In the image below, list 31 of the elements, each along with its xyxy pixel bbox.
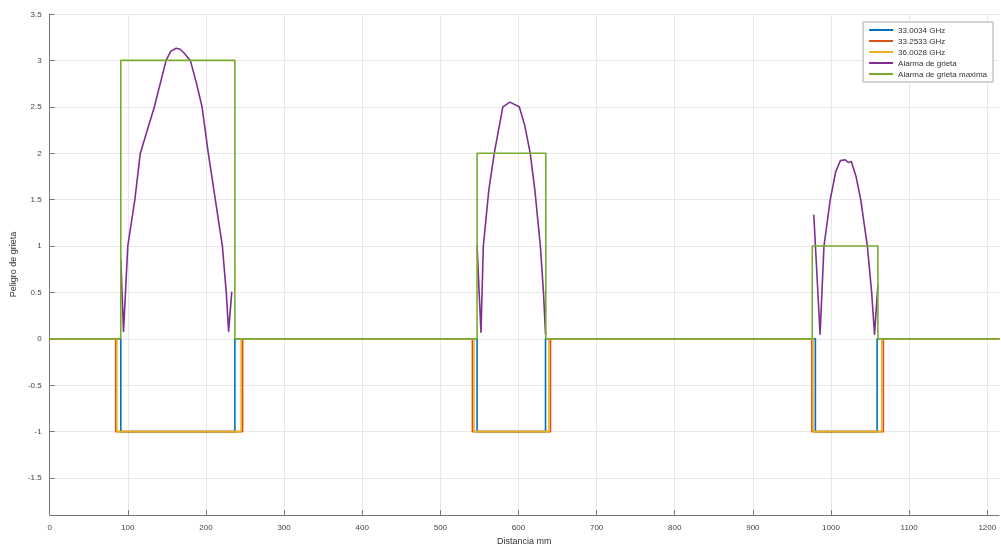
- y-axis-title: Peligro de grieta: [7, 231, 18, 298]
- y-tick-label: 2: [37, 148, 43, 158]
- x-tick-label: 1000: [822, 522, 841, 532]
- x-tick-label: 1100: [900, 522, 919, 532]
- y-tick-label: -1.5: [27, 473, 43, 483]
- y-tick-label: -1: [34, 427, 43, 437]
- x-tick-label: 100: [121, 522, 136, 532]
- x-tick-label: 400: [355, 522, 370, 532]
- y-tick-label: 1: [37, 241, 43, 251]
- legend-label: 33.0034 GHz: [898, 25, 946, 35]
- x-tick-label: 300: [277, 522, 292, 532]
- x-axis-title: Distancia mm: [497, 535, 552, 546]
- x-tick-label: 900: [746, 522, 761, 532]
- legend-label: Alarma de grieta maxima: [898, 69, 988, 79]
- y-tick-label: 3.5: [30, 9, 43, 19]
- legend-label: Alarma de grieta: [898, 58, 958, 68]
- x-tick-label: 600: [511, 522, 526, 532]
- y-tick-label: 3: [37, 55, 43, 65]
- x-tick-label: 0: [47, 522, 53, 532]
- y-tick-label: 0.5: [30, 287, 43, 297]
- x-tick-label: 700: [589, 522, 604, 532]
- x-tick-label: 200: [199, 522, 214, 532]
- x-tick-label: 800: [668, 522, 682, 532]
- y-tick-label: 2.5: [30, 102, 43, 112]
- legend-label: 33.2533 GHz: [898, 36, 946, 46]
- y-tick-label: -0.5: [27, 380, 43, 390]
- x-tick-label: 1200: [978, 522, 997, 532]
- y-tick-label: 1.5: [30, 195, 43, 205]
- legend-label: 36.0028 GHz: [898, 47, 946, 57]
- y-tick-label: 0: [37, 334, 43, 344]
- x-tick-label: 500: [433, 522, 448, 532]
